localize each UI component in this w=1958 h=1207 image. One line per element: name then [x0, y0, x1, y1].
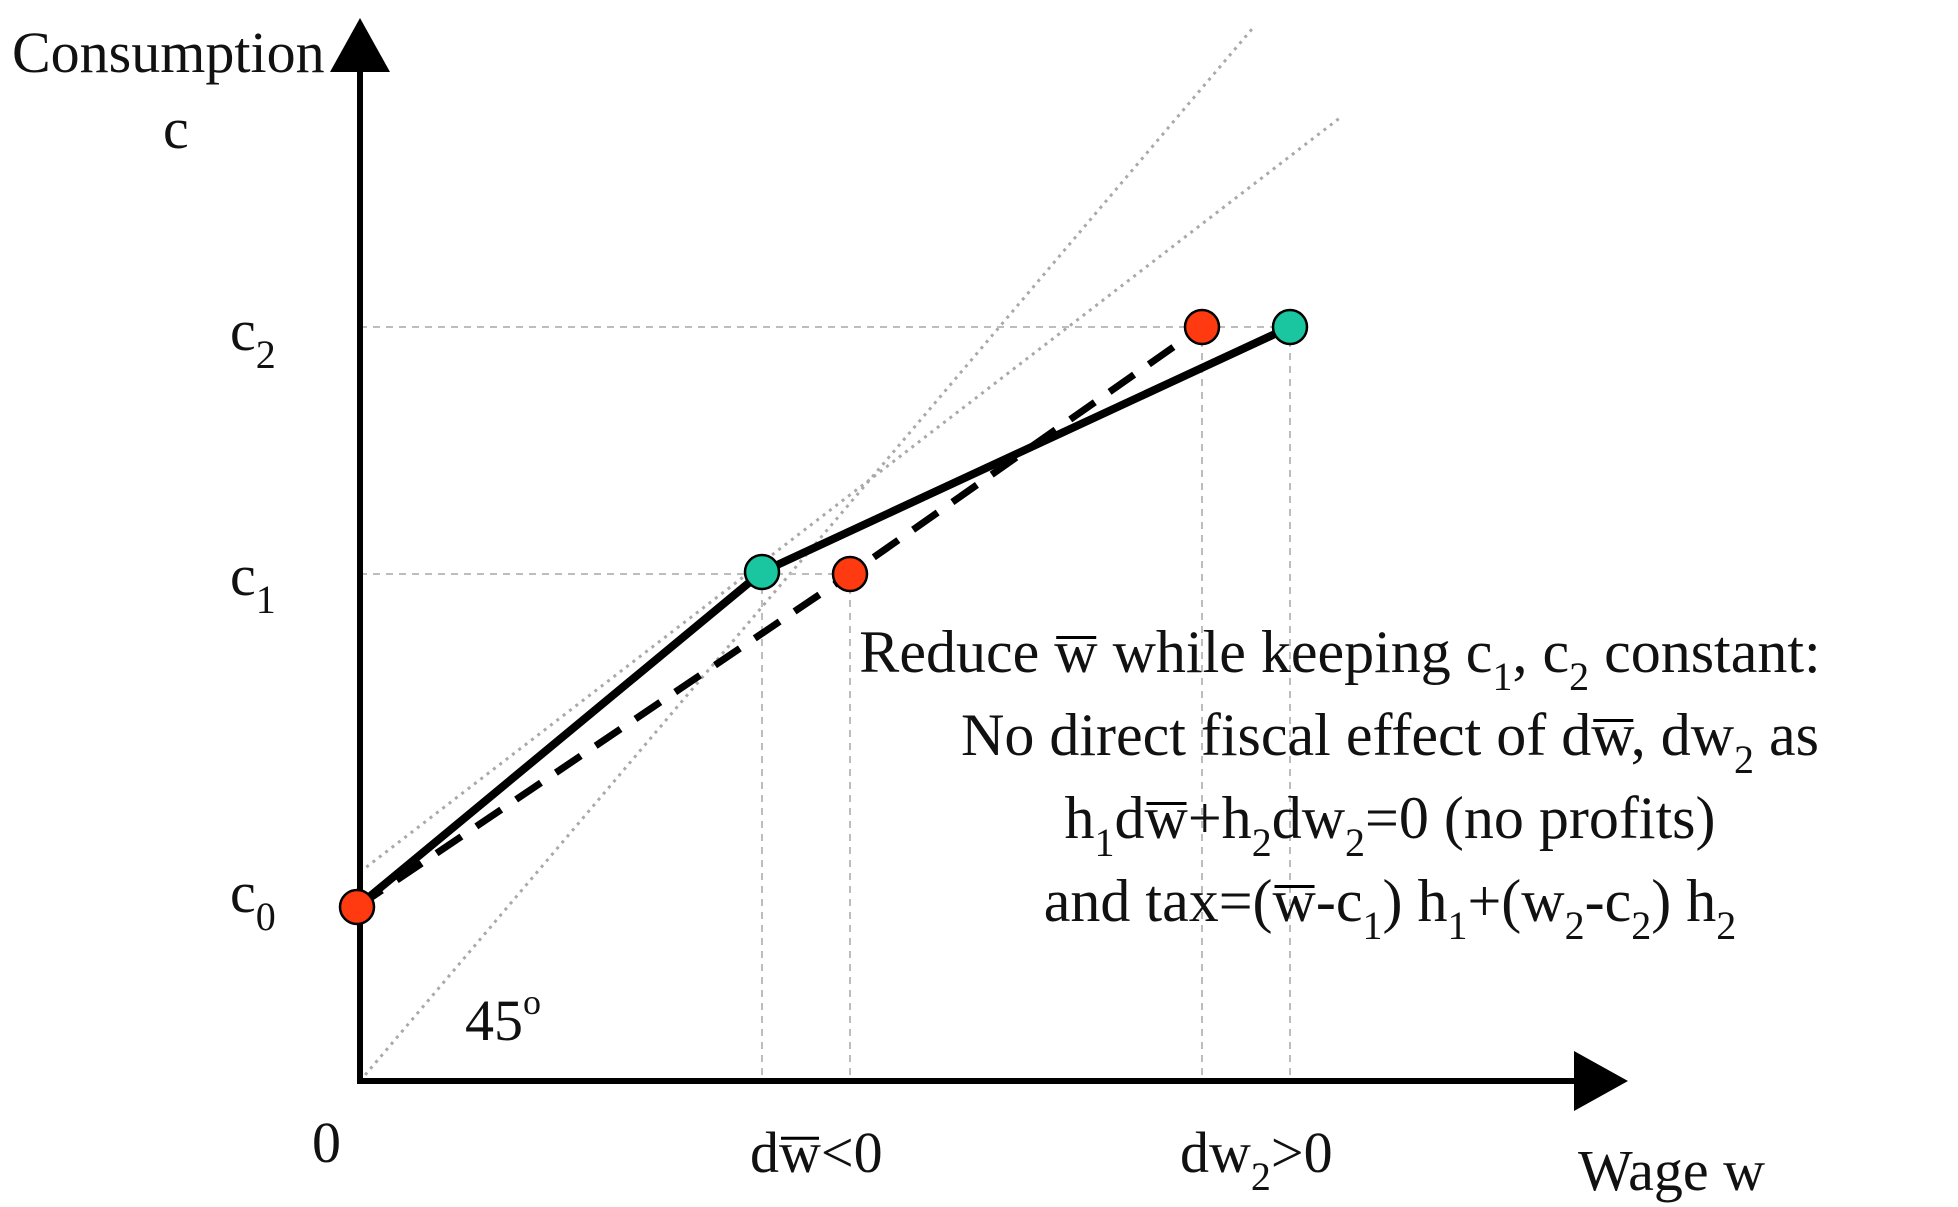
tick-dw-bar: dw<0	[750, 1120, 883, 1185]
annotation-line-4: and tax=(w-c1) h1+(w2-c2) h2	[1044, 868, 1736, 948]
point-before-c2	[1271, 308, 1309, 346]
tick-c2: c2	[230, 298, 276, 377]
annotation-line-1: Reduce w while keeping c1, c2 constant:	[859, 619, 1820, 699]
point-origin-c0	[338, 888, 376, 926]
tick-dw2: dw2>0	[1180, 1120, 1333, 1199]
annotation-line-2: No direct fiscal effect of dw, dw2 as	[961, 702, 1819, 782]
tick-c1: c1	[230, 543, 276, 622]
angle-label: 45o	[465, 982, 541, 1053]
y-axis-symbol: c	[163, 96, 189, 161]
origin-label: 0	[312, 1110, 341, 1175]
overbars	[781, 635, 1634, 1140]
point-after-c2	[1183, 308, 1221, 346]
point-after-c1	[831, 555, 869, 593]
annotation: Reduce w while keeping c1, c2 constant: …	[859, 619, 1820, 948]
y-axis-label: Consumption	[12, 20, 325, 85]
tick-c0: c0	[230, 860, 276, 939]
x-axis-label: Wage w	[1578, 1138, 1765, 1203]
annotation-line-3: h1dw+h2dw2=0 (no profits)	[1065, 785, 1716, 865]
point-before-c1	[743, 553, 781, 591]
45-degree-line-upper	[359, 115, 1342, 874]
